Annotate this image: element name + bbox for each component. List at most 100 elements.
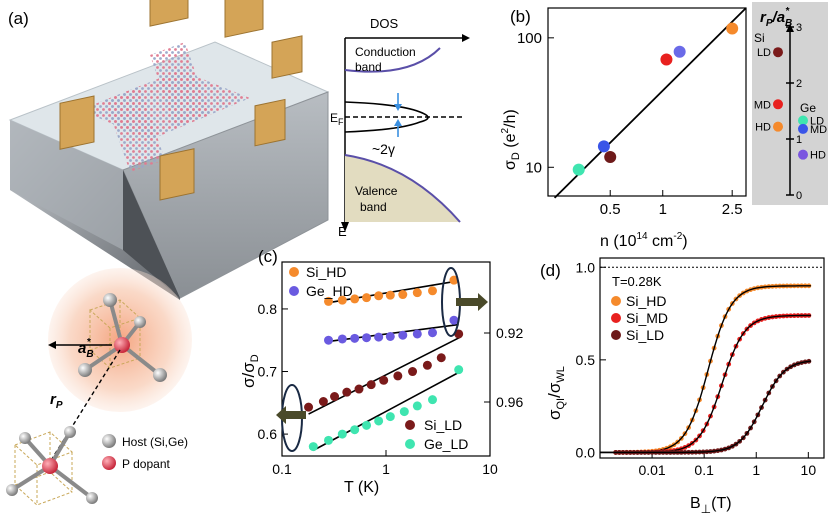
data-point-c [428, 286, 438, 296]
legend-marker-d [611, 330, 621, 340]
slab-front-face [10, 120, 123, 250]
x-tick-label-c: 10 [482, 461, 498, 477]
legend-host-marker [102, 434, 116, 448]
energy-axis-arrow [341, 222, 349, 232]
host-atom [86, 492, 98, 504]
y-tick-label-d: 0.0 [576, 444, 596, 460]
data-point-c [385, 331, 395, 341]
data-point-c [428, 328, 438, 338]
panel-label-a: (a) [8, 9, 29, 28]
y-axis-label-b: σD (e2/h) [500, 109, 522, 170]
tick-layer-b: 0.5 1 2.5 10 100 [517, 30, 743, 218]
data-point-c [449, 275, 459, 285]
dos-axis-label: DOS [370, 16, 399, 31]
bohr-radius-arrowhead [48, 341, 56, 349]
contact-pad-6 [254, 98, 286, 147]
valence-band-fill [345, 155, 460, 222]
legend-label-d: Si_MD [626, 310, 668, 326]
data-point-c [324, 335, 334, 345]
energy-axis-label: E [338, 224, 347, 239]
y-tick-label-b: 100 [517, 30, 542, 47]
data-point-c [366, 380, 376, 390]
chart-panel-d: (d) 0.01 0.1 1 10 0.0 0.5 1.0 T=0.28K B⊥(T) σQ… [540, 257, 825, 516]
temperature-annotation: T=0.28K [612, 274, 662, 289]
scale-tick-label: 1 [796, 134, 802, 146]
data-point-c [374, 332, 384, 342]
gamma-label: ~2γ [372, 141, 395, 157]
host-atom [134, 316, 146, 328]
y-axis-label-d: σQI/σWL [545, 366, 567, 420]
data-point-c [350, 425, 360, 435]
x-tick-label-c: 0.1 [272, 461, 292, 477]
legend-dopant-marker [102, 456, 116, 470]
mark-layer-c [304, 275, 464, 452]
device-illustration: (a) [8, 0, 330, 300]
contact-pad-5 [159, 148, 195, 201]
scale-tick-label: 3 [796, 22, 802, 34]
scale-point-label: HD [755, 122, 771, 134]
legend-marker-c [289, 286, 299, 296]
host-atom [19, 432, 31, 444]
dopant-separation-label: rP [50, 391, 63, 411]
conduction-label-2: band [355, 60, 382, 74]
x-axis-label-b: n (1014 cm-2) [600, 231, 688, 250]
fit-line-b [553, 7, 747, 199]
dopant-separation-line [49, 349, 121, 463]
contact-pad-2 [224, 0, 264, 38]
right-axis-arrow [456, 293, 488, 311]
legend-marker-c [289, 267, 299, 277]
data-point-c [412, 329, 422, 339]
conduction-label-1: Conduction [355, 45, 416, 59]
data-point-c [412, 288, 422, 298]
x-tick-label-b: 0.5 [600, 201, 621, 218]
scale-point-si-ld [773, 47, 783, 58]
data-point-c [337, 295, 347, 305]
data-point-c [324, 296, 334, 306]
bohr-radius-label: aB* [78, 337, 94, 360]
data-point-c [304, 402, 314, 412]
x-tick-label-d: 0.01 [638, 462, 665, 478]
data-point-c [362, 420, 372, 430]
data-point-b [673, 45, 686, 58]
x-tick-label-b: 2.5 [722, 201, 743, 218]
host-atom [153, 368, 167, 382]
scale-point-ge-ld [798, 115, 808, 126]
y2-tick-label-c: 0.96 [496, 394, 523, 410]
data-point-c [422, 360, 432, 370]
data-point-c [337, 334, 347, 344]
contact-pad-4 [59, 95, 95, 150]
panel-label-d: (d) [540, 261, 561, 280]
data-point-c [398, 290, 408, 300]
y-axis-label-c: σ/σD [239, 354, 261, 388]
fit-line-c [312, 370, 461, 452]
tick-layer-c: 0.1 1 10 0.6 0.7 0.8 0.92 0.96 [258, 301, 524, 477]
scale-bar-title: rP/aB* [760, 6, 792, 29]
data-point-c [342, 387, 352, 397]
legend-dopant-label: P dopant [122, 457, 170, 471]
host-atom [78, 363, 92, 377]
panel-label-b: (b) [510, 7, 531, 26]
y-tick-label-b: 10 [525, 159, 542, 176]
hallbar-arm-top [150, 42, 210, 128]
scale-ge-group-label: Ge [800, 101, 816, 115]
data-point-b [572, 163, 585, 176]
x-tick-label-d: 1 [752, 462, 760, 478]
data-point-c [412, 401, 422, 411]
data-point-c [449, 315, 459, 325]
y-tick-label-d: 1.0 [576, 259, 596, 275]
data-point-c [399, 407, 409, 417]
data-point-c [428, 395, 438, 405]
data-point-b [604, 151, 617, 164]
host-atom [103, 293, 117, 307]
mark-layer-b [553, 7, 747, 199]
data-point-c [350, 294, 360, 304]
data-point-b [726, 22, 739, 35]
data-point-c [393, 371, 403, 381]
data-point-c [330, 392, 340, 402]
fit-curve-d [600, 360, 811, 454]
data-point-c [385, 290, 395, 300]
x-tick-label-d: 10 [801, 462, 817, 478]
data-point-b [597, 140, 610, 153]
